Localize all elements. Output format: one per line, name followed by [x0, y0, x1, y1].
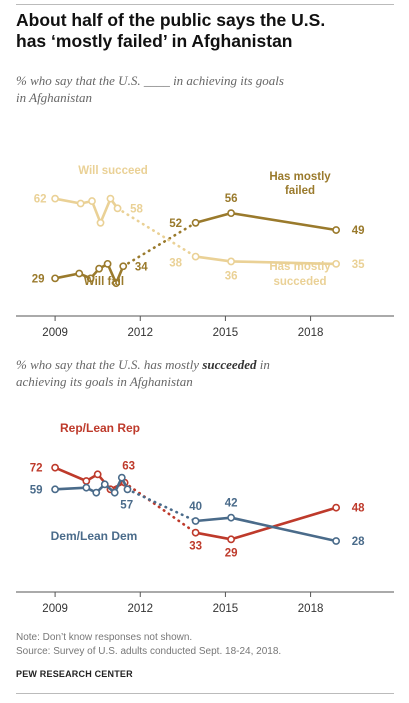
dem-lean-dem-value-label-4: 28 [352, 536, 365, 548]
has-mostly-succeded-point-2 [88, 197, 96, 205]
has-mostly-succeded-value-label-4: 35 [352, 259, 365, 271]
has-mostly-succeded-value-label-3: 36 [225, 270, 238, 282]
dem-lean-dem-point-2 [92, 488, 101, 497]
dem-lean-dem-point-3 [100, 480, 109, 489]
has-mostly-succeded-value-label-2: 38 [169, 258, 182, 270]
rep-lean-rep-point-1 [82, 477, 91, 485]
x-tick-label-2018: 2018 [298, 327, 324, 339]
has-mostly-succeded-name-line-1: Has mostly [269, 261, 331, 273]
rep-lean-rep-legend-label: Rep/Lean Rep [60, 421, 140, 435]
chart-title-line-1: About half of the public says the U.S. [16, 10, 326, 30]
has-mostly-failed-point-7 [191, 218, 200, 227]
has-mostly-succeded-point-8 [332, 259, 341, 268]
chart2-subtitle-part-1: % who say that the U.S. has mostly [16, 357, 203, 372]
has-mostly-failed-point-9 [332, 226, 341, 234]
dem-lean-dem-point-9 [332, 537, 341, 545]
has-mostly-failed-point-0 [51, 274, 59, 283]
x-tick-label-2012: 2012 [127, 327, 153, 339]
has-mostly-failed-point-5 [112, 279, 121, 288]
has-mostly-failed-value-label-4: 49 [352, 225, 365, 237]
dem-lean-dem-point-8 [227, 513, 235, 522]
has-mostly-succeded-point-5 [113, 204, 122, 213]
has-mostly-failed-point-2 [86, 274, 95, 283]
rep-lean-rep-point-6 [227, 535, 235, 544]
dem-lean-dem-point-5 [117, 473, 126, 482]
rep-lean-rep-value-label-3: 29 [225, 547, 238, 559]
rep-lean-rep-point-2 [93, 470, 102, 479]
dem-lean-dem-value-label-0: 59 [30, 484, 43, 496]
rep-lean-rep-point-5 [191, 528, 200, 537]
has-mostly-failed-value-label-0: 29 [32, 273, 45, 285]
has-mostly-failed-name-line-2: failed [285, 185, 315, 197]
has-mostly-failed-value-label-3: 56 [225, 193, 238, 205]
dem-lean-dem-point-7 [191, 517, 200, 525]
dem-lean-dem-value-label-1: 57 [120, 500, 133, 512]
source-text: Source: Survey of U.S. adults conducted … [16, 646, 282, 657]
has-mostly-failed-point-3 [95, 264, 103, 273]
has-mostly-failed-point-4 [103, 259, 112, 268]
chart-title-line-2: has ‘mostly failed’ in Afghanistan [16, 31, 293, 51]
x-tick-label-2009: 2009 [42, 603, 68, 615]
rep-lean-rep-point-7 [332, 503, 341, 512]
rep-lean-rep-value-label-4: 48 [352, 503, 365, 515]
chart-title: About half of the public says the U.S. h… [16, 10, 386, 52]
has-mostly-succeded-point-7 [227, 257, 235, 266]
x-tick-label-2009: 2009 [42, 327, 68, 339]
overall-trend-chart: 2009 2012 2015 2018 29 34 52 56 49 62 58 38 36 35 Will… [16, 165, 394, 339]
has-mostly-succeded-name-line-2: succeded [273, 276, 326, 288]
will-fail-label: Will fail [84, 276, 124, 288]
rep-lean-rep-value-label-0: 72 [30, 463, 43, 475]
dem-lean-dem-value-label-3: 42 [225, 498, 238, 510]
chart2-subtitle-emphasis: succeeded [202, 357, 257, 372]
has-mostly-failed-line-gap [121, 221, 197, 268]
has-mostly-failed-value-label-1: 34 [135, 261, 148, 273]
chart1-subtitle-line-2: in Afghanistan [16, 90, 92, 105]
has-mostly-succeded-point-3 [96, 218, 105, 227]
has-mostly-succeded-point-4 [106, 194, 115, 203]
has-mostly-succeded-value-label-0: 62 [34, 194, 47, 206]
pew-research-logo: PEW RESEARCH CENTER [16, 669, 133, 679]
rep-lean-rep-line-late [194, 506, 338, 541]
dem-lean-dem-point-6 [123, 485, 132, 494]
top-rule [16, 4, 394, 5]
rep-lean-rep-line-gap [123, 481, 197, 534]
has-mostly-failed-point-6 [119, 262, 128, 271]
rep-lean-rep-point-0 [51, 463, 59, 472]
rep-lean-rep-value-label-2: 33 [189, 541, 202, 553]
dem-lean-dem-point-1 [82, 483, 91, 492]
chart2-subtitle-part-2: in [256, 357, 270, 372]
has-mostly-failed-name-line-1: Has mostly [269, 171, 331, 183]
dem-lean-dem-legend-label: Dem/Lean Dem [51, 529, 138, 543]
chart1-subtitle-line-1: % who say that the U.S. ____ in achievin… [16, 73, 284, 88]
dem-lean-dem-point-0 [51, 485, 59, 494]
chart1-subtitle: % who say that the U.S. ____ in achievin… [16, 72, 376, 106]
chart2-subtitle-line-2: achieving its goals in Afghanistan [16, 374, 193, 389]
x-tick-label-2012: 2012 [127, 603, 153, 615]
bottom-rule [16, 693, 394, 694]
note-text: Note: Don’t know responses not shown. [16, 632, 193, 643]
x-tick-label-2015: 2015 [213, 603, 239, 615]
rep-lean-rep-value-label-1: 63 [122, 461, 135, 473]
has-mostly-succeded-point-1 [76, 199, 85, 208]
has-mostly-succeded-value-label-1: 58 [130, 203, 143, 215]
will-succeed-label: Will succeed [78, 165, 148, 177]
dem-lean-dem-line-gap [126, 488, 197, 523]
x-tick-label-2018: 2018 [298, 603, 324, 615]
has-mostly-failed-value-label-2: 52 [169, 218, 182, 230]
has-mostly-succeded-point-6 [191, 252, 200, 261]
dem-lean-dem-point-4 [110, 488, 119, 497]
has-mostly-succeded-point-0 [51, 194, 59, 203]
x-tick-label-2015: 2015 [213, 327, 239, 339]
chart2-subtitle: % who say that the U.S. has mostly succe… [16, 356, 346, 390]
partisan-trend-chart: 2009 2012 2015 2018 72 63 33 29 48 59 57 40 42 28 Rep/… [16, 421, 394, 615]
dem-lean-dem-value-label-2: 40 [189, 501, 202, 513]
footnote: Note: Don’t know responses not shown. So… [16, 631, 281, 659]
has-mostly-failed-point-8 [227, 209, 235, 218]
has-mostly-failed-point-1 [75, 269, 84, 278]
